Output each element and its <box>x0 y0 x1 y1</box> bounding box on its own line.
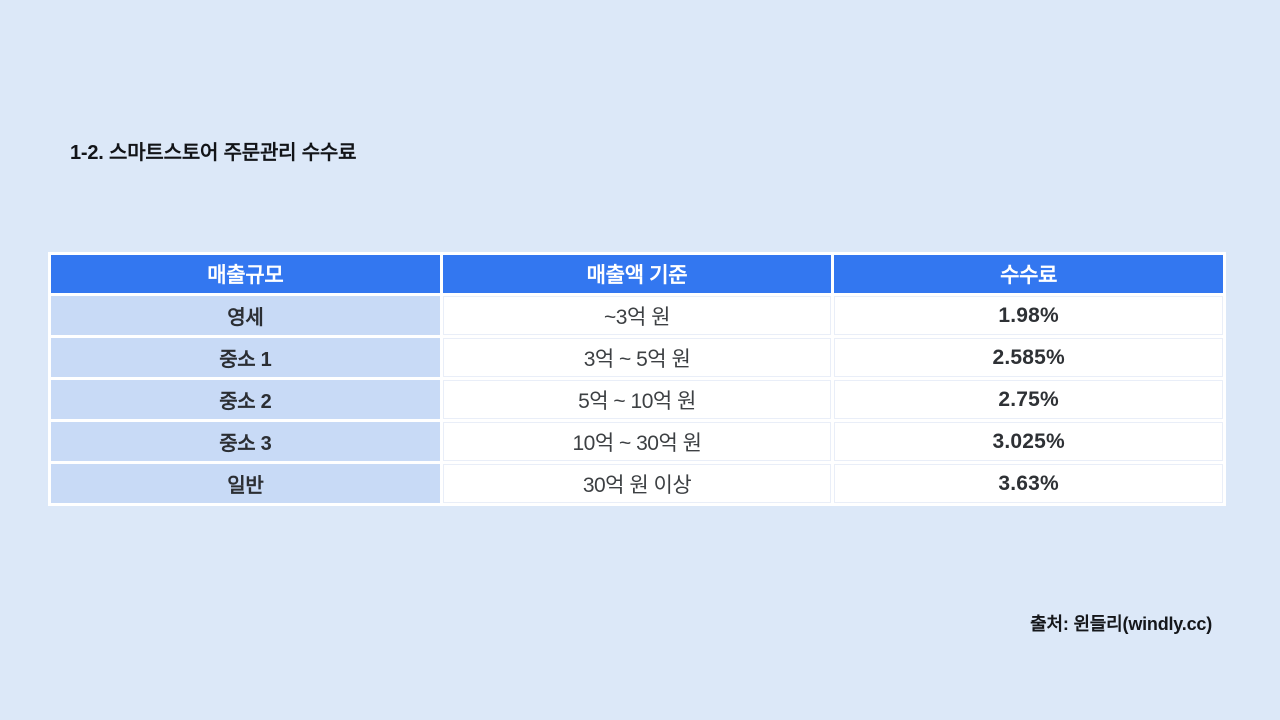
cell-basis: 10억 ~ 30억 원 <box>442 422 832 461</box>
cell-fee: 2.585% <box>834 338 1223 377</box>
cell-basis: 30억 원 이상 <box>442 464 832 503</box>
table-row: 중소 1 3억 ~ 5억 원 2.585% <box>51 338 1223 377</box>
fee-table-body: 영세 ~3억 원 1.98% 중소 1 3억 ~ 5억 원 2.585% 중소 … <box>51 296 1223 503</box>
cell-scale: 영세 <box>51 296 440 335</box>
table-row: 일반 30억 원 이상 3.63% <box>51 464 1223 503</box>
fee-table: 매출규모 매출액 기준 수수료 영세 ~3억 원 1.98% 중소 1 3억 ~… <box>48 252 1226 506</box>
col-header-sales-scale: 매출규모 <box>51 255 440 293</box>
page-title: 1-2. 스마트스토어 주문관리 수수료 <box>70 142 357 164</box>
table-row: 중소 3 10억 ~ 30억 원 3.025% <box>51 422 1223 461</box>
cell-fee: 2.75% <box>834 380 1223 419</box>
table-row: 중소 2 5억 ~ 10억 원 2.75% <box>51 380 1223 419</box>
cell-basis: 5억 ~ 10억 원 <box>442 380 832 419</box>
col-header-fee: 수수료 <box>834 255 1223 293</box>
cell-scale: 일반 <box>51 464 440 503</box>
fee-table-header: 매출규모 매출액 기준 수수료 <box>51 255 1223 293</box>
header-row: 매출규모 매출액 기준 수수료 <box>51 255 1223 293</box>
cell-fee: 3.025% <box>834 422 1223 461</box>
cell-scale: 중소 3 <box>51 422 440 461</box>
col-header-sales-basis: 매출액 기준 <box>442 255 832 293</box>
source-caption: 출처: 윈들리(windly.cc) <box>1030 614 1212 634</box>
cell-basis: ~3억 원 <box>442 296 832 335</box>
cell-fee: 1.98% <box>834 296 1223 335</box>
cell-scale: 중소 1 <box>51 338 440 377</box>
cell-scale: 중소 2 <box>51 380 440 419</box>
cell-fee: 3.63% <box>834 464 1223 503</box>
table-row: 영세 ~3억 원 1.98% <box>51 296 1223 335</box>
cell-basis: 3억 ~ 5억 원 <box>442 338 832 377</box>
